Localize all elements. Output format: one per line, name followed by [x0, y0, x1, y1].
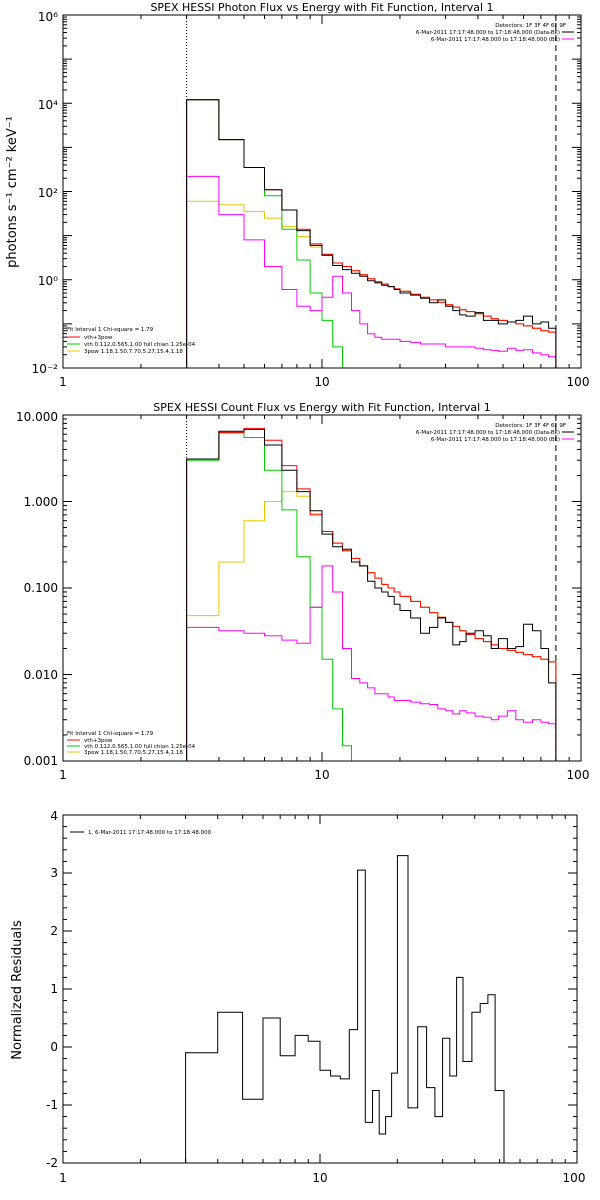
series-line-6-mar-2011-17-17-48-000-to-17- [186, 565, 557, 761]
axis-ticks [62, 15, 581, 369]
x-tick-label: 1 [59, 768, 67, 782]
series-line-vth-0-112-0-565-1-00-full-chia [186, 432, 352, 761]
y-tick-label: 10⁻² [32, 362, 59, 376]
data-bk-label: 6-Mar-2011 17:17:48.000 to 17:18:48.000 … [416, 30, 560, 36]
axis-ticks [62, 814, 577, 1164]
y-tick-labels: 10⁻² 10⁰ 10² 10⁴ 10⁶ [32, 10, 59, 376]
top-right-legend: Detectors: 1F 3F 4F 6F 9F 6-Mar-2011 17:… [416, 423, 574, 443]
series-line-3pow-1-18-1-50-7-70-5-27-15-4- [186, 491, 557, 761]
legend-label-vth3pow: vth+3pow [84, 335, 113, 341]
top-right-legend: Detectors: 1F 3F 4F 6F 9F 6-Mar-2011 17:… [416, 23, 574, 43]
x-tick-labels: 1 10 100 [59, 375, 589, 389]
y-tick-label: 0.010 [24, 668, 58, 682]
y-tick-label: 1.000 [24, 495, 58, 509]
x-tick-label: 10 [314, 375, 329, 389]
x-tick-label: 100 [567, 375, 590, 389]
x-tick-label: 100 [567, 768, 590, 782]
x-tick-labels: 1 10 100 [59, 1171, 585, 1185]
x-tick-labels: 1 10 100 [59, 768, 589, 782]
y-tick-label: 0.001 [24, 754, 58, 768]
legend-label-3pow: 3pow 1.18,1.50,7.70,5.27,15.4,1.18 [84, 349, 183, 355]
x-tick-label: 100 [563, 1171, 586, 1185]
legend-label-vth: vth 0.112,0.565,1.00 full chian 1.25e-04 [84, 342, 196, 348]
fit-interval-label: Fit Interval 1 Chi-square = 1.79 [67, 327, 154, 333]
legend-label-3pow: 3pow 1.18,1.50,7.70,5.27,15.4,1.18 [84, 750, 183, 756]
y-tick-label: 10⁶ [38, 10, 58, 24]
plot-frame [62, 814, 578, 1164]
x-tick-label: 1 [59, 1171, 67, 1185]
y-tick-label: -1 [46, 1098, 58, 1112]
bk-label: 6-Mar-2011 17:17:48.000 to 17:18:48.000 … [431, 37, 560, 43]
x-tick-label: 10 [312, 1171, 327, 1185]
y-tick-label: 10⁴ [38, 98, 58, 112]
y-axis-label: photons s⁻¹ cm⁻² keV⁻¹ [5, 116, 20, 268]
y-tick-label: 1 [50, 982, 58, 996]
y-tick-labels: -2 -1 0 1 2 3 4 [46, 809, 58, 1170]
range-markers [186, 15, 557, 368]
residual-legend: 1. 6-Mar-2011 17:17:48.000 to 17:18:48.0… [70, 830, 212, 836]
y-tick-label: 0 [50, 1040, 58, 1054]
x-tick-label: 10 [314, 768, 329, 782]
detector-label: Detectors: 1F 3F 4F 6F 9F [495, 423, 566, 429]
bottom-left-legend: Fit Interval 1 Chi-square = 1.79 vth+3po… [67, 327, 196, 355]
chart-title: SPEX HESSI Photon Flux vs Energy with Fi… [150, 1, 493, 14]
y-tick-label: 0.100 [24, 581, 58, 595]
legend-label-vth: vth 0.112,0.565,1.00 full chian 1.25e-04 [84, 744, 196, 750]
series-line-vth-0-112-0-565-1-00-full-chia [186, 99, 352, 369]
y-tick-labels: 0.001 0.010 0.100 1.000 10.000 [16, 410, 58, 768]
y-tick-label: 3 [50, 866, 58, 880]
y-tick-label: -2 [46, 1156, 58, 1170]
data-series [186, 99, 557, 369]
residuals-chart: Normalized Residuals 1 10 100 -2 -1 0 1 … [10, 809, 585, 1185]
legend-label: 1. 6-Mar-2011 17:17:48.000 to 17:18:48.0… [88, 830, 212, 836]
data-series [185, 855, 505, 1163]
y-tick-label: 10.000 [16, 410, 58, 424]
series-line-6-mar-2011-17-17-48-000-to-17- [186, 99, 557, 368]
detector-label: Detectors: 1F 3F 4F 6F 9F [495, 23, 566, 29]
data-series [186, 427, 557, 761]
legend-label-vth3pow: vth+3pow [84, 738, 113, 744]
series-line-6-mar-2011-17-17-48-000-to-17- [186, 429, 557, 761]
series-line-vth-3pow [186, 427, 557, 761]
photon-flux-chart: SPEX HESSI Photon Flux vs Energy with Fi… [5, 1, 589, 389]
axis-ticks [62, 415, 581, 762]
x-tick-label: 1 [59, 375, 67, 389]
bk-label: 6-Mar-2011 17:17:48.000 to 17:18:48.000 … [431, 437, 560, 443]
y-tick-label: 2 [50, 924, 58, 938]
bottom-left-legend: Fit Interval 1 Chi-square = 1.79 vth+3po… [67, 731, 196, 756]
y-tick-label: 10⁰ [38, 274, 58, 288]
fit-interval-label: Fit Interval 1 Chi-square = 1.79 [67, 731, 154, 737]
plot-frame [62, 14, 582, 369]
range-markers [186, 415, 557, 761]
series-line-6-mar-2011-17-17-48-000-to-17- [186, 175, 557, 368]
plot-frame [62, 414, 582, 762]
data-bk-label: 6-Mar-2011 17:17:48.000 to 17:18:48.000 … [416, 430, 560, 436]
y-axis-label: Normalized Residuals [10, 920, 25, 1060]
y-tick-label: 10² [38, 186, 58, 200]
count-flux-chart: SPEX HESSI Count Flux vs Energy with Fit… [16, 401, 589, 782]
chart-title: SPEX HESSI Count Flux vs Energy with Fit… [153, 401, 490, 414]
y-tick-label: 4 [50, 809, 58, 823]
series-line-3pow-1-18-1-50-7-70-5-27-15-4- [186, 200, 557, 368]
series-line-1-6-mar-2011-17-17-48-000-to-1 [185, 855, 505, 1163]
